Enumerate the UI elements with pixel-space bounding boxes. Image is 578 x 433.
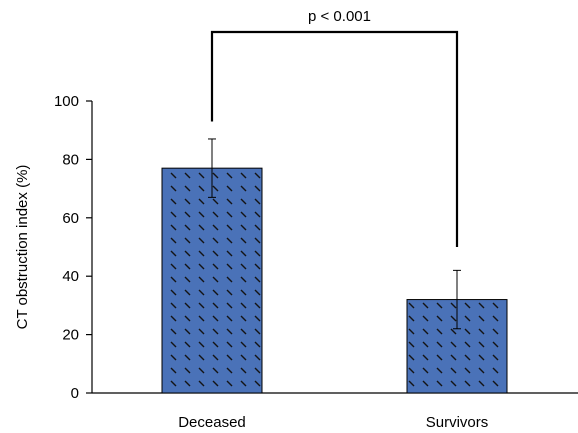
y-tick-label: 20 xyxy=(62,327,79,344)
bar-deceased xyxy=(161,167,263,394)
error-bar-deceased xyxy=(208,138,216,198)
y-axis-title: CT obstruction index (%) xyxy=(14,165,31,330)
y-tick-label: 0 xyxy=(71,385,79,402)
y-tick-label: 60 xyxy=(62,210,79,227)
significance-line xyxy=(210,30,459,247)
y-tick-label: 80 xyxy=(62,151,79,168)
y-ticks: 0 20 40 60 80 100 xyxy=(54,93,92,402)
category-labels: Deceased Survivors xyxy=(178,414,488,431)
bars xyxy=(161,167,508,394)
significance-bracket: p < 0.001 xyxy=(210,8,459,247)
error-bar-survivors xyxy=(453,269,461,330)
p-value-label: p < 0.001 xyxy=(308,8,371,25)
y-tick-label: 100 xyxy=(54,93,79,110)
error-bars xyxy=(208,138,461,330)
y-tick-label: 40 xyxy=(62,268,79,285)
category-label: Deceased xyxy=(178,414,246,431)
category-label: Survivors xyxy=(426,414,489,431)
